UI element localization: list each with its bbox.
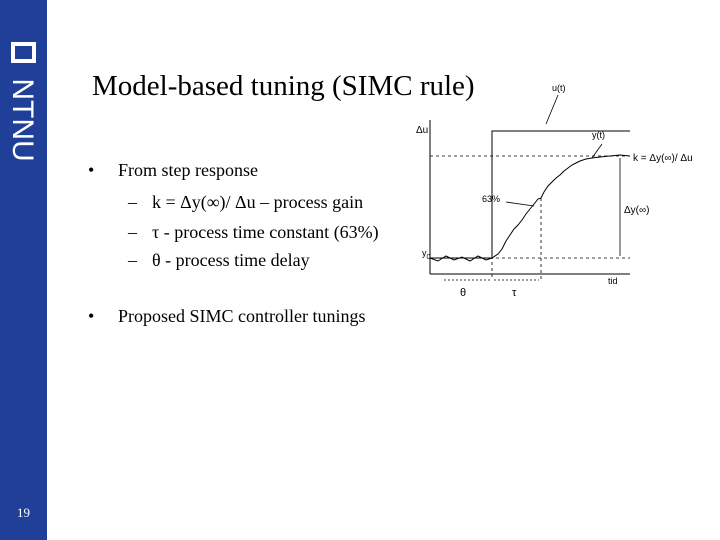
sub-bullet-time-constant: – τ - process time constant (63%) [128,222,379,242]
ntnu-logo: NTNU [6,42,39,162]
output-pointer [591,143,603,159]
sub-bullet-gain: – k = Δy(∞)/ Δu – process gain [128,192,364,212]
sub-bullet-text: k = Δy(∞)/ Δu – process gain [152,192,364,212]
bullet-marker: • [88,306,95,326]
slide-title: Model-based tuning (SIMC rule) [92,70,475,102]
input-pointer [545,94,559,125]
y0-label: y0 [422,248,431,261]
slide-number: 19 [17,505,30,520]
pct-pointer [505,201,535,207]
sub-bullet-delay: – θ - process time delay [128,250,310,270]
bullet-text: Proposed SIMC controller tunings [118,306,366,326]
tau-label: τ [512,287,517,299]
pct-label: 63% [482,194,500,204]
output-response [429,154,631,262]
sidebar: NTNU 19 [0,0,47,540]
step-response-figure: u(t) Δu y(t) k = Δy(∞)/ Δu Δy(∞) 63% y0 … [416,83,693,299]
delta-u-label: Δu [416,125,428,136]
bullet-item: • Proposed SIMC controller tunings [88,306,366,327]
bullet-text: From step response [118,160,258,180]
input-label: u(t) [552,83,566,93]
time-label: tid [608,276,618,286]
bullet-item: • From step response [88,160,258,181]
bullet-marker: • [88,160,95,180]
input-step [430,130,630,259]
sub-bullet-text: θ - process time delay [152,250,310,270]
gain-label: k = Δy(∞)/ Δu [633,153,693,164]
sub-bullet-text: τ - process time constant (63%) [152,222,379,242]
delta-y-label: Δy(∞) [624,205,649,216]
logo-text: NTNU [6,78,39,161]
theta-label: θ [460,287,466,299]
output-label: y(t) [592,130,605,140]
